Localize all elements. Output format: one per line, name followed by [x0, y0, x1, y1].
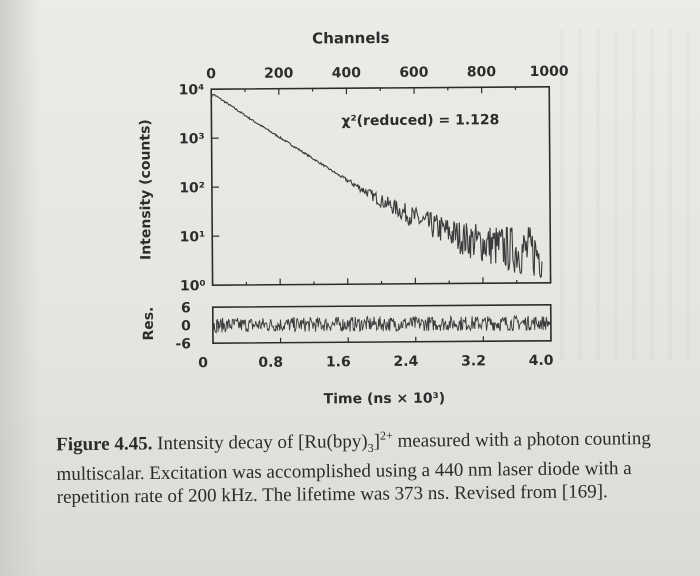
top-tick-label: 600 — [399, 65, 429, 81]
top-tick-label: 800 — [467, 64, 497, 80]
chi-square-annotation: χ²(reduced) = 1.128 — [341, 112, 499, 129]
bottom-tick-label: 3.2 — [461, 353, 486, 369]
y-axis-label: Intensity (counts) — [137, 119, 154, 260]
residual-ticks — [212, 335, 552, 344]
top-tick-labels: 0 200 400 600 800 1000 — [206, 64, 569, 83]
decay-figure: Channels 0 200 400 600 800 1000 10⁴10³10²10¹1… — [137, 29, 569, 408]
top-tick-label: 400 — [332, 65, 362, 81]
x-axis-label: Time (ns × 10³) — [324, 391, 446, 408]
residual-y-tick-label: 6 — [181, 300, 191, 316]
residual-y-tick-labels: 6 0 -6 — [175, 300, 191, 352]
top-tick-label: 0 — [206, 66, 216, 82]
bottom-tick-label: 0.8 — [258, 355, 283, 371]
figure-caption: Figure 4.45. Intensity decay of [Ru(bpy)… — [56, 422, 667, 510]
decay-curve — [210, 93, 543, 279]
bottom-tick-label: 1.6 — [326, 354, 351, 370]
top-tick-label: 1000 — [530, 64, 569, 80]
y-tick-label: 10⁴ — [179, 82, 205, 98]
top-axis-label: Channels — [312, 29, 390, 48]
bleed-through-text — [560, 30, 700, 360]
page-binding-shadow — [0, 0, 40, 576]
bottom-tick-label: 4.0 — [529, 353, 554, 369]
top-tick-label: 200 — [264, 66, 294, 82]
caption-superscript: 2+ — [379, 428, 393, 443]
main-plot-ticks — [210, 86, 552, 286]
bottom-tick-label: 0 — [198, 355, 208, 371]
residual-axis-label: Res. — [141, 307, 157, 341]
residual-trace — [212, 314, 552, 334]
y-tick-labels: 10⁴ 10³ 10² 10¹ 10⁰ — [179, 82, 220, 294]
caption-text-1: Intensity decay of [Ru(bpy) — [152, 431, 368, 455]
bottom-tick-labels: 0 0.8 1.6 2.4 3.2 4.0 — [198, 353, 554, 371]
y-tick-label: 10¹ — [180, 229, 206, 245]
y-tick-label: 10³ — [179, 131, 205, 147]
y-tick-label: 10⁰ — [180, 278, 206, 294]
bottom-tick-label: 2.4 — [393, 354, 418, 370]
residual-y-tick-label: -6 — [175, 336, 191, 352]
residual-plot-frame — [211, 304, 552, 344]
residual-y-tick-label: 0 — [181, 318, 191, 334]
y-tick-label: 10² — [179, 180, 205, 196]
caption-figure-label: Figure 4.45. — [56, 433, 153, 456]
